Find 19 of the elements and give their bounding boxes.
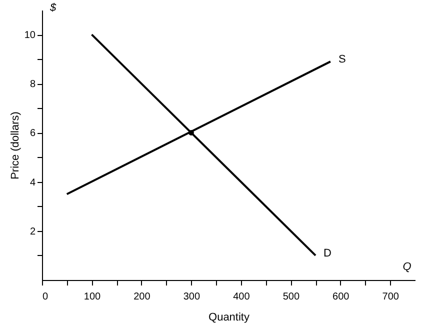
x-tick-label: 600 bbox=[332, 292, 350, 302]
x-tick-label: 0 bbox=[42, 292, 48, 302]
x-tick-label: 200 bbox=[134, 292, 151, 302]
annotation: Q bbox=[402, 261, 412, 273]
y-tick-label: 10 bbox=[24, 30, 36, 42]
y-tick-label: 8 bbox=[30, 79, 36, 90]
x-tick-label: 100 bbox=[84, 292, 102, 302]
x-tick-label: 400 bbox=[233, 292, 250, 302]
x-tick-label: 700 bbox=[382, 292, 400, 302]
series-label: S bbox=[338, 54, 346, 66]
x-axis-title: Quantity bbox=[208, 312, 250, 324]
y-axis-title: Price (dollars) bbox=[9, 112, 22, 180]
y-tick-label: 2 bbox=[30, 226, 36, 238]
x-tick-label: 300 bbox=[183, 292, 200, 302]
y-tick-label: 4 bbox=[30, 177, 36, 188]
y-tick-label: 6 bbox=[30, 128, 36, 140]
x-tick-label: 500 bbox=[282, 292, 300, 302]
series-label: D bbox=[324, 247, 332, 260]
annotation: $ bbox=[49, 2, 57, 14]
